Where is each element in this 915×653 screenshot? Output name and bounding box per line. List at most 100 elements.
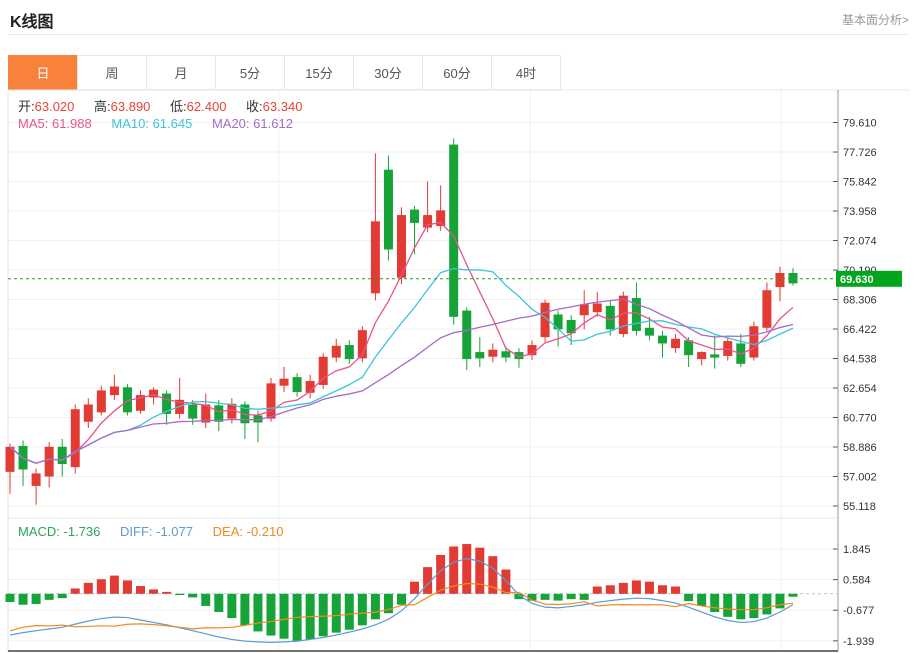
- y-tick-label: 60.770: [843, 413, 877, 425]
- macd-bar: [449, 546, 459, 594]
- candle-body: [31, 473, 41, 486]
- candle-body: [684, 340, 694, 356]
- y-tick-label: 75.842: [843, 177, 877, 189]
- y-tick-label: 68.306: [843, 295, 877, 307]
- candle-body: [318, 356, 328, 385]
- macd-tick-label: 1.845: [843, 544, 871, 556]
- macd-bar: [749, 593, 759, 619]
- ma10-line: [9, 267, 794, 464]
- macd-bar: [214, 593, 224, 613]
- tab-15min[interactable]: 15分: [284, 55, 354, 90]
- macd-bar: [566, 593, 576, 600]
- macd-bar: [44, 593, 54, 600]
- candle-body: [423, 215, 433, 228]
- macd-bar: [331, 593, 341, 633]
- low-label: 低:: [170, 99, 187, 114]
- macd-bar: [684, 593, 694, 602]
- candle-body: [592, 303, 602, 313]
- macd-bar: [514, 593, 524, 600]
- ma5-label: MA5:: [18, 116, 49, 131]
- macd-bar: [70, 588, 80, 594]
- candle-body: [749, 326, 759, 358]
- macd-bar: [410, 581, 420, 594]
- tab-5min[interactable]: 5分: [215, 55, 285, 90]
- candle-body: [5, 446, 15, 472]
- candle-body: [540, 302, 550, 338]
- macd-bar: [436, 554, 446, 594]
- candle-body: [788, 272, 798, 284]
- macd-bar: [671, 586, 681, 594]
- candle-body: [514, 352, 524, 360]
- macd-bar: [475, 547, 485, 594]
- macd-bar: [710, 593, 720, 613]
- macd-bar: [618, 582, 628, 594]
- y-tick-label: 73.958: [843, 206, 877, 218]
- tab-30min[interactable]: 30分: [353, 55, 423, 90]
- ma-legend: MA5: 61.988 MA10: 61.645 MA20: 61.612: [18, 116, 309, 131]
- macd-bar: [527, 593, 537, 601]
- ma5-value: 61.988: [51, 116, 92, 131]
- candle-body: [553, 314, 563, 330]
- macd-bar: [592, 586, 602, 594]
- period-tabbar: 日 周 月 5分 15分 30分 60分 4时: [8, 55, 561, 90]
- macd-tick-label: 0.584: [843, 575, 871, 587]
- dea-label: DEA:: [212, 524, 243, 539]
- macd-bar: [540, 593, 550, 600]
- fundamental-analysis-link[interactable]: 基本面分析>: [841, 13, 909, 27]
- y-tick-label: 77.726: [843, 147, 877, 159]
- tab-month[interactable]: 月: [146, 55, 216, 90]
- macd-bar: [175, 593, 185, 596]
- macd-bar: [644, 581, 654, 594]
- candle-body: [397, 215, 406, 278]
- candle-body: [109, 386, 119, 396]
- macd-bar: [775, 593, 785, 609]
- y-tick-label: 64.538: [843, 354, 877, 366]
- ma20-line: [9, 298, 794, 464]
- title-divider: [8, 34, 909, 35]
- macd-bar: [697, 593, 707, 606]
- candle-body: [96, 390, 106, 413]
- candle-body: [201, 404, 211, 423]
- candle-body: [488, 349, 498, 357]
- y-tick-label: 66.422: [843, 324, 877, 336]
- candle-body: [331, 345, 341, 358]
- high-label: 高:: [94, 99, 111, 114]
- candle-body: [266, 383, 276, 419]
- macd-bar: [149, 589, 159, 594]
- candle-body: [70, 409, 80, 468]
- close-value: 63.340: [262, 99, 303, 114]
- candle-body: [162, 393, 172, 414]
- macd-bar: [57, 593, 67, 599]
- y-tick-label: 79.610: [843, 118, 877, 130]
- candle-body: [449, 144, 459, 317]
- macd-bar: [253, 593, 263, 632]
- dea-line: [9, 582, 794, 632]
- ma10-label: MA10:: [111, 116, 149, 131]
- macd-bar: [162, 591, 172, 594]
- macd-value: -1.736: [63, 524, 101, 539]
- macd-bar: [462, 544, 472, 594]
- candle-body: [462, 310, 472, 360]
- candle-body: [122, 387, 132, 413]
- tab-60min[interactable]: 60分: [422, 55, 492, 90]
- candle-body: [253, 415, 263, 423]
- candle-body: [214, 405, 224, 422]
- macd-bar: [631, 580, 641, 594]
- candle-body: [579, 304, 589, 316]
- macd-bar: [605, 585, 615, 594]
- candle-body: [527, 345, 537, 356]
- candle-body: [383, 169, 393, 250]
- macd-bar: [136, 586, 145, 594]
- y-tick-label: 58.886: [843, 442, 877, 454]
- macd-bar: [370, 593, 380, 620]
- y-tick-label: 62.654: [843, 383, 877, 395]
- candle-body: [305, 381, 315, 393]
- macd-bar: [188, 593, 198, 598]
- tab-day[interactable]: 日: [8, 55, 78, 90]
- candle-body: [618, 295, 628, 335]
- candle-body: [762, 290, 772, 328]
- macd-bar: [423, 567, 433, 594]
- macd-bar: [201, 593, 211, 606]
- macd-bar: [240, 593, 250, 626]
